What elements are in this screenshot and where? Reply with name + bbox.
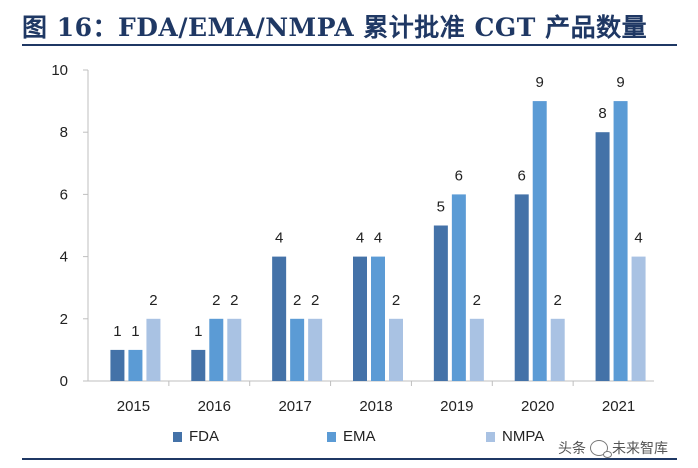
data-label: 2: [392, 292, 400, 309]
y-tick-label: 0: [60, 373, 68, 390]
data-label: 4: [356, 230, 364, 247]
data-label: 8: [598, 105, 606, 122]
data-label: 9: [616, 74, 624, 91]
bar-ema: [209, 318, 224, 381]
chart-title: 图 16：FDA/EMA/NMPA 累计批准 CGT 产品数量: [22, 13, 648, 42]
bar-nmpa: [308, 318, 323, 381]
bar-fda: [353, 256, 367, 381]
bar-nmpa: [631, 256, 646, 381]
x-tick-label: 2020: [521, 398, 554, 415]
legend-item-nmpa: NMPA: [486, 428, 544, 445]
bar-ema: [532, 101, 547, 381]
watermark-prefix: 头条: [558, 440, 586, 456]
data-label: 2: [212, 292, 220, 309]
legend-label-fda: FDA: [189, 428, 219, 445]
x-tick-label: 2021: [602, 398, 635, 415]
data-label: 1: [113, 323, 121, 340]
x-tick-label: 2018: [359, 398, 392, 415]
bar-ema: [290, 318, 305, 381]
title-divider: [22, 44, 677, 46]
data-label: 5: [437, 199, 445, 216]
x-tick-label: 2015: [117, 398, 150, 415]
y-tick-label: 8: [60, 124, 68, 141]
y-tick-label: 6: [60, 186, 68, 203]
bar-ema: [613, 101, 628, 381]
x-tick-label: 2017: [278, 398, 311, 415]
y-tick-label: 2: [60, 311, 68, 328]
legend-swatch-ema: [327, 431, 336, 442]
bar-ema: [128, 349, 143, 381]
data-label: 1: [194, 323, 202, 340]
legend-swatch-nmpa: [486, 431, 495, 442]
data-label: 6: [455, 167, 463, 184]
x-tick-label: 2016: [198, 398, 231, 415]
bar-nmpa: [550, 318, 565, 381]
bar-fda: [191, 349, 206, 381]
bar-ema: [371, 256, 385, 381]
bar-nmpa: [389, 318, 403, 381]
y-tick-label: 10: [51, 62, 68, 79]
bottom-divider: [22, 458, 677, 460]
data-label: 1: [131, 323, 139, 340]
bar-fda: [595, 132, 610, 381]
bar-fda: [272, 256, 287, 381]
legend-label-ema: EMA: [343, 428, 376, 445]
bar-nmpa: [146, 318, 161, 381]
y-tick-label: 4: [60, 249, 68, 266]
legend-item-ema: EMA: [327, 428, 376, 445]
data-label: 2: [293, 292, 301, 309]
data-label: 2: [149, 292, 157, 309]
data-label: 6: [518, 167, 526, 184]
wechat-icon: [590, 440, 612, 458]
data-label: 4: [275, 230, 283, 247]
bar-fda: [433, 225, 448, 381]
data-label: 2: [311, 292, 319, 309]
watermark: 头条 未来智库: [558, 438, 668, 458]
data-label: 4: [634, 230, 642, 247]
bar-nmpa: [469, 318, 484, 381]
bar-fda: [514, 194, 529, 381]
legend-swatch-fda: [173, 431, 182, 442]
bar-fda: [110, 349, 125, 381]
legend-item-fda: FDA: [173, 428, 219, 445]
legend-label-nmpa: NMPA: [502, 428, 545, 445]
data-label: 2: [473, 292, 481, 309]
bar-ema: [451, 194, 466, 381]
x-tick-label: 2019: [440, 398, 473, 415]
data-label: 2: [230, 292, 238, 309]
bar-nmpa: [227, 318, 242, 381]
data-label: 9: [536, 74, 544, 91]
data-label: 2: [554, 292, 562, 309]
watermark-suffix: 未来智库: [612, 440, 668, 456]
data-label: 4: [374, 230, 382, 247]
